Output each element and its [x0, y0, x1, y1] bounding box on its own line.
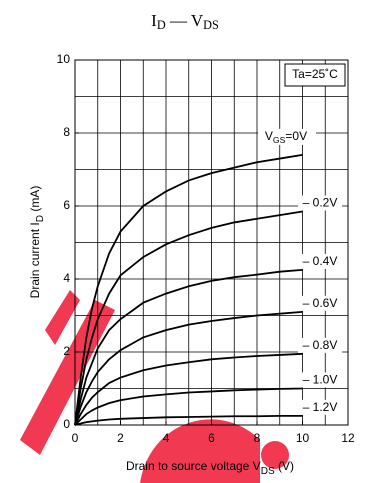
chart: ID — VDS 0 2 4 6 8 10 12 0 2 4 6 8 10 Ta=25˚C Drain to …	[0, 0, 370, 483]
series-label: – 1.0V	[303, 373, 338, 387]
text-part: – 1.0V	[303, 373, 338, 387]
series-label: – 0.8V	[303, 338, 338, 352]
series-label: – 0.4V	[303, 254, 338, 268]
x-tick-label: 10	[296, 431, 310, 445]
text-part: =0V	[285, 129, 307, 143]
text-part: D	[157, 18, 166, 32]
x-tick-label: 2	[117, 431, 124, 445]
text-part: DS	[203, 18, 219, 32]
text-part: DS	[261, 466, 275, 477]
x-tick-label: 6	[208, 431, 215, 445]
series-label: – 0.6V	[303, 296, 338, 310]
text-part: V	[265, 129, 273, 143]
series-label: – 1.2V	[303, 400, 338, 414]
x-tick-label: 0	[72, 431, 79, 445]
x-tick-label: 12	[341, 431, 355, 445]
text-part: – 0.4V	[303, 254, 338, 268]
text-part: – 0.2V	[303, 196, 338, 210]
y-tick-label: 2	[63, 344, 70, 358]
annotation: Ta=25˚C	[292, 67, 338, 81]
chart-title: ID — VDS	[151, 11, 219, 32]
series-label: VGS=0V	[265, 129, 307, 145]
y-tick-label: 10	[57, 52, 71, 66]
watermark	[20, 290, 289, 483]
y-tick-label: 0	[63, 417, 70, 431]
text-part: (V)	[275, 459, 294, 473]
text-part: GS	[273, 135, 286, 145]
x-tick-label: 4	[163, 431, 170, 445]
y-tick-label: 4	[63, 271, 70, 285]
text-part: Drain current I	[28, 222, 42, 298]
y-axis-label: Drain current ID (mA)	[28, 186, 45, 299]
text-part: D	[35, 215, 46, 222]
text-part: – 0.6V	[303, 296, 338, 310]
x-tick-label: 8	[254, 431, 261, 445]
y-tick-label: 6	[63, 198, 70, 212]
series-label: – 0.2V	[303, 196, 338, 210]
text-part: – 0.8V	[303, 338, 338, 352]
text-part: – 1.2V	[303, 400, 338, 414]
text-part: (mA)	[28, 186, 42, 215]
text-part: — V	[166, 11, 204, 30]
y-tick-label: 8	[63, 125, 70, 139]
text-part: Drain to source voltage V	[126, 459, 261, 473]
